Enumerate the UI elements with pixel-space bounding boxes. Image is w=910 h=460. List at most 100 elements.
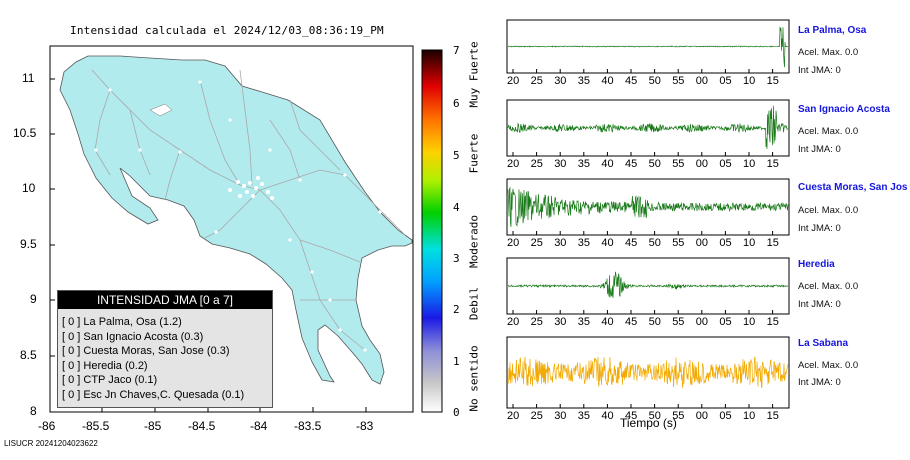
station-name: Heredia xyxy=(798,259,835,270)
legend-list: [ 0 ] La Palma, Osa (1.2) [ 0 ] San Igna… xyxy=(62,315,244,402)
waveform-tick-label: 45 xyxy=(625,75,638,87)
map-y-tick: 10 xyxy=(22,181,36,195)
waveform-tick-label: 10 xyxy=(743,237,756,249)
station-jma: Int JMA: 0 xyxy=(798,65,841,76)
colorbar-category: Fuerte xyxy=(467,133,481,174)
map-y-tick: 10.5 xyxy=(13,126,37,140)
colorbar-category: No sentido xyxy=(467,345,481,412)
station-accel: Acel. Max. 0.0 xyxy=(798,360,859,371)
waveform-tick-label: 40 xyxy=(601,237,614,249)
waveform-tick-label: 35 xyxy=(577,75,591,87)
colorbar-label: 0 xyxy=(453,406,460,419)
map-x-tick: -83.5 xyxy=(294,419,322,433)
waveform-tick-label: 10 xyxy=(743,158,756,170)
waveform-tick-label: 00 xyxy=(695,316,709,328)
colorbar-label: 5 xyxy=(453,149,460,162)
legend-item: [ 0 ] Esc Jn Chaves,C. Quesada (0.1) xyxy=(62,388,245,401)
waveform-tick-label: 50 xyxy=(648,410,661,422)
lake-arenal xyxy=(149,103,173,117)
waveform-tick-label: 00 xyxy=(695,410,709,422)
waveform-tick-label: 50 xyxy=(648,75,661,87)
waveform-tick-label: 55 xyxy=(672,316,685,328)
waveform-tick-label: 05 xyxy=(719,316,732,328)
waveform-tick-label: 40 xyxy=(601,316,614,328)
station-jma: Int JMA: 0 xyxy=(798,144,841,155)
waveform-tick-label: 00 xyxy=(695,237,709,249)
waveform-tick-label: 30 xyxy=(554,316,567,328)
colorbar xyxy=(421,49,443,413)
map-title: Intensidad calculada el 2024/12/03_08:36… xyxy=(70,24,384,37)
waveform-tick-label: 20 xyxy=(507,158,520,170)
waveform-tick-label: 10 xyxy=(743,316,756,328)
waveform-tick-label: 40 xyxy=(601,158,614,170)
waveform-tick-label: 55 xyxy=(672,410,685,422)
waveform-tick-label: 25 xyxy=(530,316,543,328)
colorbar-label: 4 xyxy=(453,201,460,214)
waveform-tick-label: 30 xyxy=(554,410,567,422)
map-x-tick: -83 xyxy=(356,419,374,433)
waveform-tick-label: 20 xyxy=(507,75,520,87)
station-accel: Acel. Max. 0.0 xyxy=(798,205,859,216)
waveform-tick-label: 25 xyxy=(530,410,543,422)
station-jma: Int JMA: 0 xyxy=(798,223,841,234)
map-x-tick: -86 xyxy=(38,419,56,433)
legend-item: [ 0 ] La Palma, Osa (1.2) xyxy=(62,316,182,328)
colorbar-label: 3 xyxy=(453,252,460,265)
waveform-tick-label: 05 xyxy=(719,158,732,170)
waveform-tick-label: 55 xyxy=(672,75,685,87)
legend-header: INTENSIDAD JMA [0 a 7] xyxy=(58,291,272,309)
map-y-tick: 9.5 xyxy=(20,237,37,251)
waveform-tick-label: 35 xyxy=(577,316,591,328)
station-dots xyxy=(94,80,382,352)
waveform-tick-label: 20 xyxy=(507,316,520,328)
waveform-tick-label: 55 xyxy=(672,158,685,170)
station-accel: Acel. Max. 0.0 xyxy=(798,281,859,292)
waveform-tick-label: 55 xyxy=(672,237,685,249)
waveform-trace xyxy=(507,26,789,68)
x-axis-title: Tiempo (s) xyxy=(620,416,677,430)
waveform-tick-label: 10 xyxy=(743,410,756,422)
waveform-trace xyxy=(507,356,789,389)
waveform-trace xyxy=(507,105,789,150)
waveform-tick-label: 20 xyxy=(507,410,520,422)
map-y-tick: 11 xyxy=(22,71,35,85)
waveform-tick-label: 40 xyxy=(601,75,614,87)
map-y-tick: 9 xyxy=(30,292,37,306)
waveform-tick-label: 05 xyxy=(719,237,732,249)
waveform-tick-label: 40 xyxy=(601,410,614,422)
waveform-tick-label: 50 xyxy=(648,158,661,170)
legend-item: [ 0 ] Heredia (0.2) xyxy=(62,359,148,372)
waveform-tick-label: 35 xyxy=(577,410,591,422)
map-y-tick: 8.5 xyxy=(20,348,37,362)
colorbar-label: 2 xyxy=(453,303,460,316)
map-x-tick: -85 xyxy=(144,419,162,433)
station-name: Cuesta Moras, San Jose xyxy=(798,182,908,193)
station-name: La Palma, Osa xyxy=(798,25,867,36)
station-accel: Acel. Max. 0.0 xyxy=(798,47,859,58)
waveform-tick-label: 15 xyxy=(766,237,779,249)
land-shape xyxy=(59,55,413,385)
waveform-tick-label: 15 xyxy=(766,158,779,170)
waveform-tick-label: 45 xyxy=(625,237,638,249)
waveform-trace xyxy=(507,186,789,228)
legend-item: [ 0 ] San Ignacio Acosta (0.3) xyxy=(62,330,204,343)
legend-item: [ 0 ] CTP Jaco (0.1) xyxy=(62,374,158,386)
map-x-tick: -85.5 xyxy=(82,419,110,433)
colorbar-category: Muy Fuerte xyxy=(467,41,481,108)
map-x-tick: -84.5 xyxy=(188,419,216,433)
waveform-tick-label: 25 xyxy=(530,237,543,249)
waveform-tick-label: 45 xyxy=(625,410,638,422)
station-name: La Sabana xyxy=(798,338,849,349)
intensity-legend: INTENSIDAD JMA [0 a 7] [ 0 ] La Palma, O… xyxy=(57,290,273,408)
waveform-tick-label: 15 xyxy=(766,410,779,422)
waveform-trace xyxy=(508,271,789,299)
waveform-tick-label: 50 xyxy=(648,237,661,249)
colorbar-label: 7 xyxy=(453,44,460,57)
map-y-tick: 8 xyxy=(30,404,37,418)
waveform-tick-label: 30 xyxy=(554,237,567,249)
waveform-tick-label: 50 xyxy=(648,316,661,328)
waveform-tick-label: 35 xyxy=(577,158,591,170)
waveform-tick-label: 35 xyxy=(577,237,591,249)
waveform-tick-label: 30 xyxy=(554,158,567,170)
